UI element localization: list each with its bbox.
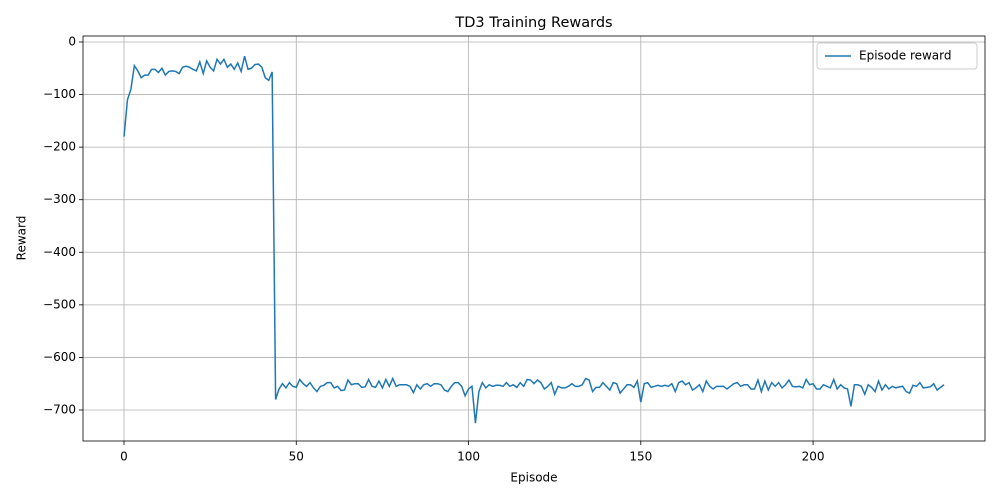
y-tick-label: −100 [43, 87, 76, 101]
line-series [123, 56, 945, 424]
y-tick-label: −400 [43, 245, 76, 259]
x-tick-label: 150 [629, 450, 652, 464]
y-tick-label: −300 [43, 192, 76, 206]
y-tick-label: −600 [43, 350, 76, 364]
legend-label: Episode reward [859, 49, 952, 63]
x-tick-label: 200 [802, 450, 825, 464]
x-tick-label: 0 [120, 450, 128, 464]
y-tick-label: 0 [68, 34, 76, 48]
x-tick-label: 50 [289, 450, 304, 464]
plot-frame [82, 35, 986, 442]
y-tick-label: −500 [43, 297, 76, 311]
y-axis-label: Reward [15, 216, 29, 261]
x-axis-label: Episode [510, 471, 557, 485]
y-tick-label: −200 [43, 140, 76, 154]
legend-box [816, 42, 978, 70]
x-tick-label: 100 [457, 450, 480, 464]
chart-title: TD3 Training Rewards [454, 15, 612, 31]
y-tick-label: −700 [43, 402, 76, 416]
